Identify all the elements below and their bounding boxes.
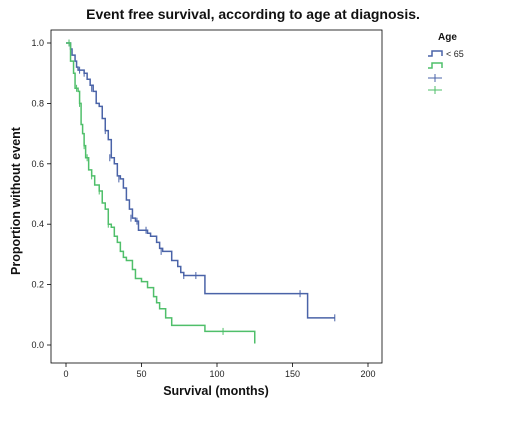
y-tick-label: 0.2 <box>31 280 44 290</box>
legend-swatch-line <box>428 62 443 69</box>
y-tick-label: 0.8 <box>31 98 44 108</box>
x-axis: 0 50 100 150 200 <box>63 363 376 379</box>
legend: Age < 65 <box>428 32 464 94</box>
chart-title: Event free survival, according to age at… <box>86 6 420 22</box>
y-tick-label: 1.0 <box>31 38 44 48</box>
x-tick-label: 0 <box>63 369 68 379</box>
plot-frame <box>50 29 383 364</box>
x-tick-label: 100 <box>209 369 224 379</box>
legend-title: Age <box>438 32 457 43</box>
legend-swatch-line <box>428 50 443 57</box>
x-tick-label: 50 <box>136 369 146 379</box>
x-tick-label: 200 <box>360 369 375 379</box>
y-tick-label: 0.4 <box>31 219 44 229</box>
y-tick-label: 0.6 <box>31 159 44 169</box>
y-tick-label: 0.0 <box>31 340 44 350</box>
legend-label: < 65 <box>446 49 464 59</box>
y-axis: 0.0 0.2 0.4 0.6 0.8 1.0 <box>31 38 51 350</box>
x-tick-label: 150 <box>285 369 300 379</box>
x-axis-title: Survival (months) <box>163 384 269 398</box>
series-0-survival-line <box>66 42 335 319</box>
series-1-survival-line <box>66 42 256 344</box>
y-axis-title: Proportion without event <box>9 126 23 275</box>
series-group <box>66 39 336 344</box>
